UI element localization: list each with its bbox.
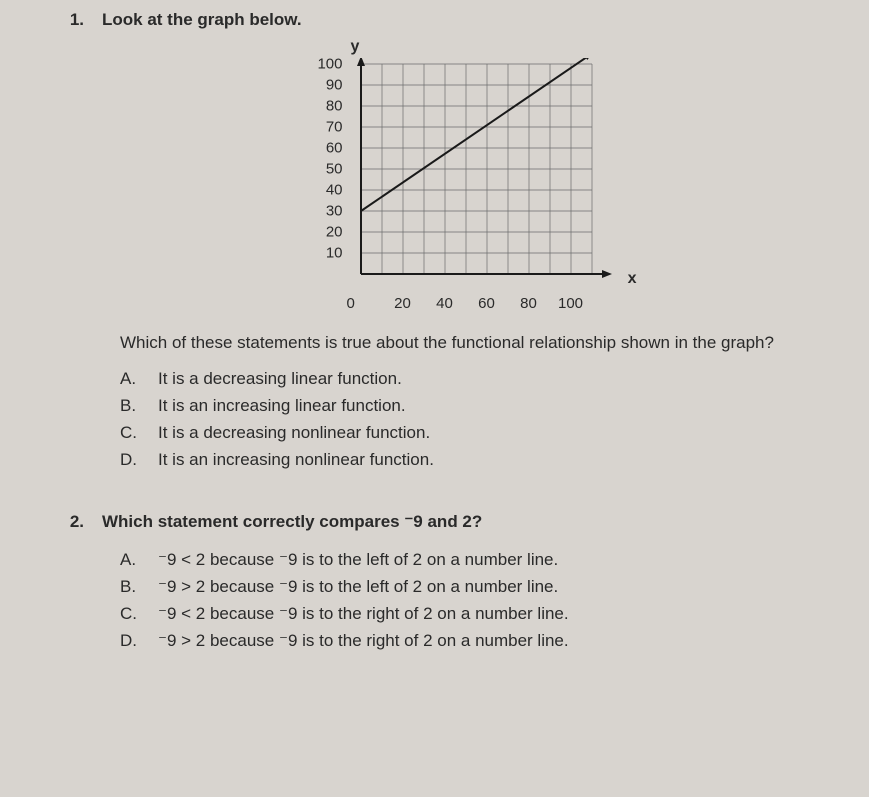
- y-tick-label: 30: [326, 203, 343, 220]
- y-tick-label: 40: [326, 182, 343, 199]
- x-axis-label: x: [628, 270, 637, 288]
- origin-label: 0: [347, 295, 355, 312]
- choice-text: It is a decreasing nonlinear function.: [158, 423, 430, 443]
- choice-text: It is an increasing linear function.: [158, 396, 406, 416]
- q1-choices: A. It is a decreasing linear function. B…: [120, 369, 829, 470]
- choice-text: ⁻9 < 2 because ⁻9 is to the left of 2 on…: [158, 550, 558, 570]
- q2-choices: A. ⁻9 < 2 because ⁻9 is to the left of 2…: [120, 550, 829, 651]
- q1-header: 1. Look at the graph below.: [60, 10, 829, 30]
- q1-number: 1.: [60, 10, 84, 30]
- y-tick-label: 10: [326, 245, 343, 262]
- line-chart: y x 0 10203040506070809010020406080100: [255, 42, 635, 312]
- y-tick-label: 100: [317, 56, 342, 73]
- y-tick-label: 20: [326, 224, 343, 241]
- x-tick-label: 100: [558, 295, 583, 312]
- question-2: 2. Which statement correctly compares ⁻9…: [60, 512, 829, 651]
- choice-text: ⁻9 > 2 because ⁻9 is to the right of 2 o…: [158, 631, 569, 651]
- x-tick-label: 80: [520, 295, 537, 312]
- y-tick-label: 90: [326, 77, 343, 94]
- y-tick-label: 80: [326, 98, 343, 115]
- q1-choice-d: D. It is an increasing nonlinear functio…: [120, 450, 829, 470]
- q1-choice-c: C. It is a decreasing nonlinear function…: [120, 423, 829, 443]
- choice-text: It is a decreasing linear function.: [158, 369, 402, 389]
- choice-letter: A.: [120, 550, 142, 570]
- q2-stem: Which statement correctly compares ⁻9 an…: [102, 512, 482, 532]
- q1-choice-b: B. It is an increasing linear function.: [120, 396, 829, 416]
- q2-header: 2. Which statement correctly compares ⁻9…: [60, 512, 829, 532]
- choice-text: ⁻9 > 2 because ⁻9 is to the left of 2 on…: [158, 577, 558, 597]
- y-tick-label: 50: [326, 161, 343, 178]
- choice-letter: B.: [120, 577, 142, 597]
- x-tick-label: 60: [478, 295, 495, 312]
- chart-svg: [355, 58, 626, 298]
- q1-stem: Which of these statements is true about …: [120, 332, 829, 355]
- choice-letter: C.: [120, 423, 142, 443]
- q2-choice-c: C. ⁻9 < 2 because ⁻9 is to the right of …: [120, 604, 829, 624]
- q2-choice-b: B. ⁻9 > 2 because ⁻9 is to the left of 2…: [120, 577, 829, 597]
- q2-choice-a: A. ⁻9 < 2 because ⁻9 is to the left of 2…: [120, 550, 829, 570]
- chart-container: y x 0 10203040506070809010020406080100: [60, 42, 829, 312]
- choice-letter: C.: [120, 604, 142, 624]
- q2-choice-d: D. ⁻9 > 2 because ⁻9 is to the right of …: [120, 631, 829, 651]
- choice-letter: D.: [120, 631, 142, 651]
- q2-number: 2.: [60, 512, 84, 532]
- q1-prompt: Look at the graph below.: [102, 10, 302, 30]
- choice-text: It is an increasing nonlinear function.: [158, 450, 434, 470]
- y-tick-label: 60: [326, 140, 343, 157]
- x-tick-label: 20: [394, 295, 411, 312]
- y-axis-label: y: [351, 38, 360, 56]
- choice-letter: A.: [120, 369, 142, 389]
- x-tick-label: 40: [436, 295, 453, 312]
- choice-letter: B.: [120, 396, 142, 416]
- choice-letter: D.: [120, 450, 142, 470]
- q1-choice-a: A. It is a decreasing linear function.: [120, 369, 829, 389]
- y-tick-label: 70: [326, 119, 343, 136]
- choice-text: ⁻9 < 2 because ⁻9 is to the right of 2 o…: [158, 604, 569, 624]
